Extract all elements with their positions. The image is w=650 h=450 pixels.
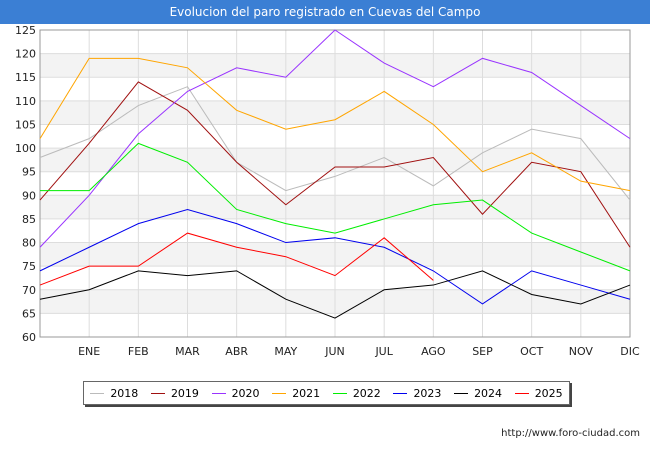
legend-swatch — [211, 392, 226, 394]
x-tick-label: JUN — [324, 345, 345, 358]
legend-item-2024: 2024 — [454, 387, 502, 400]
x-tick-label: JUL — [374, 345, 393, 358]
x-tick-label: MAY — [274, 345, 297, 358]
y-tick-label: 90 — [22, 189, 36, 202]
x-tick-label: FEB — [128, 345, 149, 358]
series-line-2021 — [39, 57, 631, 192]
legend-item-2018: 2018 — [90, 387, 138, 400]
legend-label: 2024 — [474, 386, 503, 400]
series-line-2025 — [39, 232, 434, 286]
series-line-2020 — [39, 29, 631, 248]
legend-item-2022: 2022 — [332, 386, 381, 400]
series-line-2018 — [39, 86, 631, 201]
y-tick-label: 85 — [22, 213, 36, 226]
legend-swatch — [150, 392, 165, 394]
legend-item-2021: 2021 — [272, 387, 320, 400]
y-tick-label: 95 — [22, 166, 36, 179]
legend-swatch — [90, 392, 105, 394]
legend-swatch — [454, 392, 469, 394]
legend-label: 2022 — [352, 386, 381, 400]
y-tick-label: 70 — [22, 284, 36, 297]
legend-item-2020: 2020 — [211, 386, 260, 400]
x-tick-label: NOV — [569, 345, 594, 358]
x-tick-label: ENE — [78, 345, 100, 358]
legend-label: 2020 — [231, 386, 260, 400]
source-credit: http://www.foro-ciudad.com — [501, 428, 640, 439]
legend-label: 2023 — [413, 386, 442, 400]
x-tick-label: ABR — [225, 345, 248, 358]
y-tick-label: 75 — [22, 260, 36, 273]
y-tick-label: 60 — [22, 331, 36, 344]
y-tick-label: 120 — [15, 48, 36, 61]
series-line-2019 — [39, 81, 631, 248]
x-tick-label: DIC — [620, 345, 640, 358]
x-tick-label: SEP — [472, 345, 493, 358]
x-tick-label: MAR — [175, 345, 200, 358]
legend-item-2023: 2023 — [393, 387, 441, 400]
series-line-2023 — [39, 208, 631, 305]
y-tick-label: 110 — [15, 95, 36, 108]
legend-swatch — [393, 392, 408, 394]
legend-swatch — [332, 392, 347, 394]
y-tick-label: 100 — [15, 142, 36, 155]
legend-label: 2019 — [170, 386, 199, 400]
legend-item-2025: 2025 — [514, 386, 563, 400]
legend-swatch — [272, 392, 287, 394]
series-line-2024 — [39, 270, 631, 319]
chart-title: Evolucion del paro registrado en Cuevas … — [169, 5, 481, 19]
series-line-2022 — [40, 142, 631, 272]
y-tick-label: 115 — [15, 71, 36, 84]
legend-label: 2021 — [292, 386, 321, 400]
legend-label: 2025 — [534, 386, 563, 400]
y-tick-label: 65 — [22, 307, 36, 320]
y-tick-label: 80 — [22, 237, 36, 250]
chart-legend: 2018 2019 2020 2021 2022 2023 2024 2025 — [83, 381, 570, 405]
legend-swatch — [514, 392, 529, 394]
legend-label: 2018 — [110, 386, 139, 400]
y-tick-label: 125 — [15, 24, 36, 37]
title-bar — [0, 0, 650, 24]
y-tick-label: 105 — [15, 118, 36, 131]
x-tick-label: OCT — [520, 345, 543, 358]
x-tick-label: AGO — [421, 345, 446, 358]
legend-item-2019: 2019 — [150, 386, 199, 400]
